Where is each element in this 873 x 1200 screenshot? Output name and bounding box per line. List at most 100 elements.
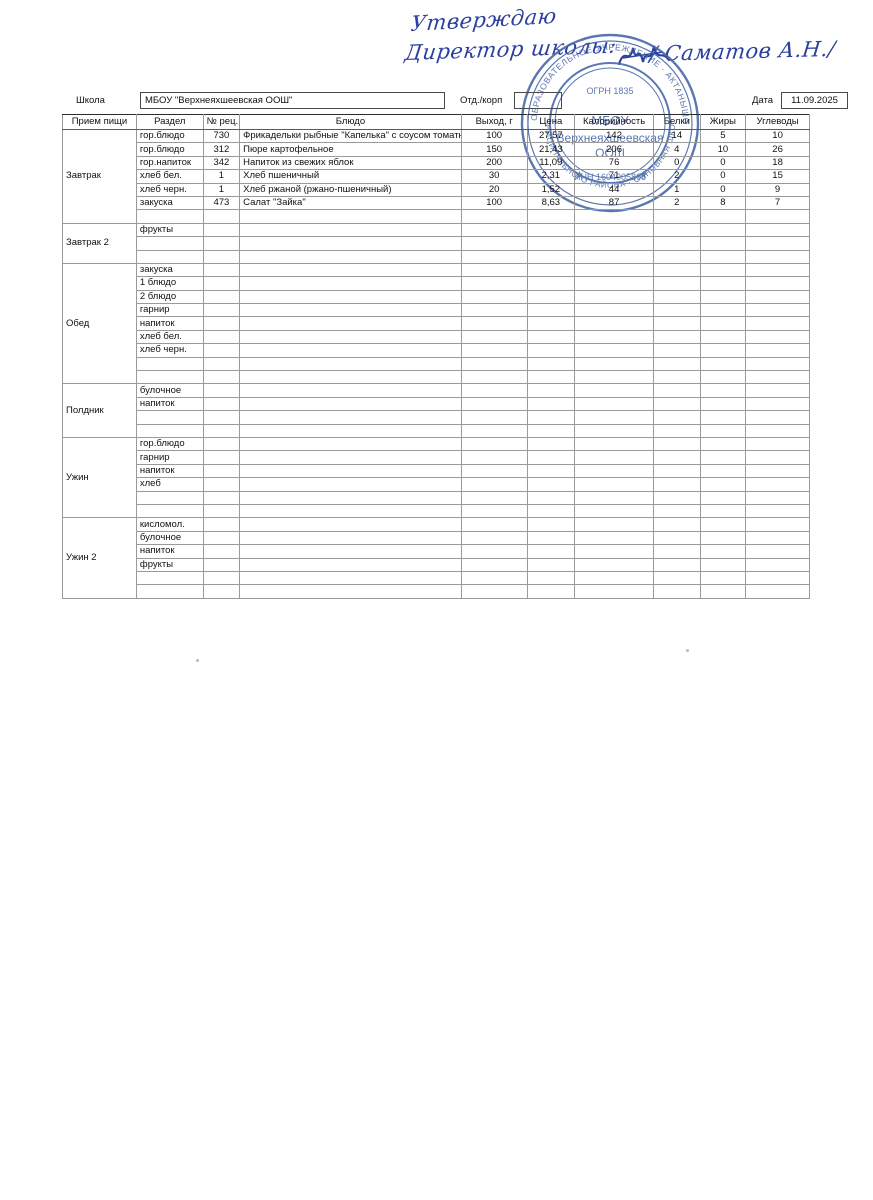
cell-fats[interactable] xyxy=(699,383,747,398)
cell-dish[interactable] xyxy=(239,423,462,438)
cell-output[interactable] xyxy=(460,570,528,586)
cell-dish[interactable] xyxy=(239,209,462,224)
cell-dish[interactable]: Хлеб ржаной (ржано-пшеничный) xyxy=(239,182,462,197)
cell-carbs[interactable] xyxy=(745,343,810,358)
cell-recipe[interactable] xyxy=(202,410,241,425)
cell-price[interactable] xyxy=(526,316,576,331)
cell-proteins[interactable] xyxy=(653,289,701,305)
cell-dish[interactable] xyxy=(239,356,462,372)
cell-calories[interactable] xyxy=(574,530,655,546)
cell-recipe[interactable] xyxy=(202,450,241,465)
cell-calories[interactable] xyxy=(574,450,655,465)
cell-recipe[interactable]: 312 xyxy=(202,142,241,157)
cell-fats[interactable] xyxy=(699,356,747,372)
cell-output[interactable] xyxy=(460,410,528,425)
cell-price[interactable] xyxy=(526,584,576,599)
cell-proteins[interactable] xyxy=(653,383,701,398)
cell-proteins[interactable] xyxy=(653,584,701,599)
cell-dish[interactable] xyxy=(239,343,462,358)
cell-calories[interactable] xyxy=(574,276,655,291)
cell-proteins[interactable] xyxy=(653,544,701,559)
cell-recipe[interactable]: 730 xyxy=(202,128,241,144)
cell-carbs[interactable] xyxy=(745,329,810,345)
cell-carbs[interactable] xyxy=(745,316,810,331)
cell-proteins[interactable] xyxy=(653,262,701,278)
cell-recipe[interactable] xyxy=(202,423,241,438)
cell-dish[interactable] xyxy=(239,249,462,264)
cell-price[interactable]: 11,09 xyxy=(526,155,576,171)
cell-fats[interactable] xyxy=(699,477,747,492)
cell-fats[interactable] xyxy=(699,276,747,291)
cell-section[interactable]: напиток xyxy=(135,463,204,479)
cell-section[interactable]: фрукты xyxy=(135,557,204,572)
cell-carbs[interactable] xyxy=(745,303,810,318)
cell-section[interactable]: хлеб бел. xyxy=(135,169,204,184)
cell-dish[interactable] xyxy=(239,450,462,465)
cell-section[interactable]: гор.блюдо xyxy=(135,142,204,157)
cell-dish[interactable]: Фрикадельки рыбные "Капелька" с соусом т… xyxy=(239,128,462,144)
cell-section[interactable] xyxy=(135,503,204,519)
cell-proteins[interactable] xyxy=(653,329,701,345)
department-input[interactable] xyxy=(514,92,562,109)
cell-carbs[interactable]: 9 xyxy=(745,182,810,197)
cell-calories[interactable] xyxy=(574,423,655,438)
cell-fats[interactable]: 5 xyxy=(699,128,747,144)
cell-fats[interactable] xyxy=(699,557,747,572)
cell-recipe[interactable] xyxy=(202,303,241,318)
cell-carbs[interactable] xyxy=(745,570,810,586)
cell-fats[interactable] xyxy=(699,423,747,438)
cell-recipe[interactable] xyxy=(202,209,241,224)
cell-output[interactable] xyxy=(460,236,528,251)
cell-price[interactable]: 8,63 xyxy=(526,195,576,211)
cell-dish[interactable] xyxy=(239,370,462,385)
cell-recipe[interactable]: 473 xyxy=(202,195,241,211)
cell-calories[interactable] xyxy=(574,222,655,238)
cell-section[interactable]: булочное xyxy=(135,383,204,398)
cell-section[interactable] xyxy=(135,570,204,586)
cell-output[interactable] xyxy=(460,222,528,238)
cell-fats[interactable] xyxy=(699,517,747,532)
cell-price[interactable] xyxy=(526,423,576,438)
cell-recipe[interactable] xyxy=(202,584,241,599)
cell-carbs[interactable]: 26 xyxy=(745,142,810,157)
cell-recipe[interactable] xyxy=(202,396,241,412)
cell-carbs[interactable]: 15 xyxy=(745,169,810,184)
cell-section[interactable] xyxy=(135,410,204,425)
cell-output[interactable] xyxy=(460,436,528,452)
cell-output[interactable]: 200 xyxy=(460,155,528,171)
cell-output[interactable] xyxy=(460,544,528,559)
cell-section[interactable] xyxy=(135,370,204,385)
cell-price[interactable] xyxy=(526,289,576,305)
cell-calories[interactable] xyxy=(574,477,655,492)
cell-fats[interactable] xyxy=(699,490,747,505)
cell-dish[interactable] xyxy=(239,303,462,318)
cell-proteins[interactable] xyxy=(653,436,701,452)
cell-recipe[interactable] xyxy=(202,356,241,372)
cell-recipe[interactable] xyxy=(202,222,241,238)
cell-fats[interactable]: 0 xyxy=(699,182,747,197)
cell-dish[interactable] xyxy=(239,410,462,425)
cell-price[interactable] xyxy=(526,503,576,519)
cell-output[interactable]: 100 xyxy=(460,195,528,211)
cell-price[interactable] xyxy=(526,209,576,224)
cell-proteins[interactable] xyxy=(653,530,701,546)
cell-price[interactable] xyxy=(526,276,576,291)
cell-price[interactable] xyxy=(526,396,576,412)
cell-section[interactable]: фрукты xyxy=(135,222,204,238)
cell-recipe[interactable] xyxy=(202,316,241,331)
cell-calories[interactable]: 87 xyxy=(574,195,655,211)
cell-proteins[interactable]: 2 xyxy=(653,195,701,211)
cell-proteins[interactable] xyxy=(653,343,701,358)
cell-output[interactable]: 30 xyxy=(460,169,528,184)
cell-calories[interactable] xyxy=(574,570,655,586)
cell-fats[interactable] xyxy=(699,530,747,546)
cell-output[interactable] xyxy=(460,557,528,572)
cell-calories[interactable] xyxy=(574,329,655,345)
cell-carbs[interactable] xyxy=(745,490,810,505)
cell-recipe[interactable] xyxy=(202,557,241,572)
cell-output[interactable] xyxy=(460,249,528,264)
cell-fats[interactable] xyxy=(699,410,747,425)
cell-output[interactable] xyxy=(460,343,528,358)
cell-fats[interactable] xyxy=(699,262,747,278)
cell-recipe[interactable] xyxy=(202,477,241,492)
